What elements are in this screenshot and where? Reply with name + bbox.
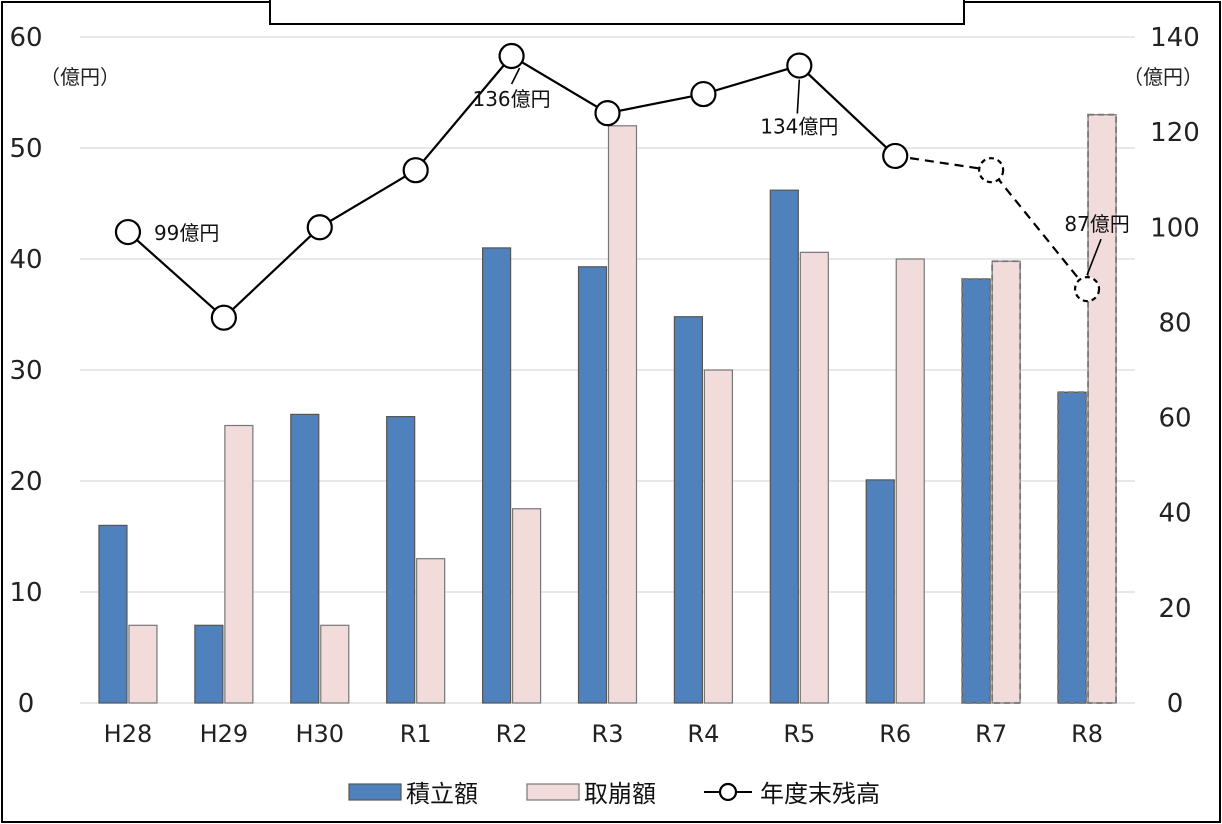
- bars: [98, 113, 1117, 704]
- bar-withdrawal: [703, 369, 734, 704]
- x-tick-label: R7: [975, 720, 1007, 748]
- bar-withdrawal: [224, 424, 254, 704]
- bar-withdrawal: [416, 558, 446, 704]
- left-tick-label: 0: [18, 689, 35, 719]
- balance-point: [1073, 276, 1101, 303]
- right-tick-label: 140: [1150, 23, 1200, 53]
- balance-point: [882, 142, 909, 170]
- bar-withdrawal: [1087, 114, 1117, 704]
- x-tick-label: H29: [200, 720, 249, 748]
- bar-reserve: [194, 624, 224, 704]
- left-tick-label: 10: [9, 578, 42, 608]
- right-tick-label: 0: [1167, 689, 1184, 719]
- right-axis-ticks: 0 20 40 60 80 100 120 140: [1150, 23, 1200, 719]
- legend-label-balance: 年度末残高: [760, 780, 880, 808]
- right-tick-label: 20: [1158, 594, 1191, 624]
- data-label: 136億円: [472, 87, 550, 111]
- bar-reserve: [98, 524, 128, 704]
- balance-point: [114, 218, 142, 246]
- balance-point: [498, 42, 525, 70]
- data-label-leader: [510, 67, 521, 85]
- gridlines: [80, 36, 1135, 704]
- legend: 積立額 取崩額 年度末残高: [348, 780, 880, 808]
- balance-point: [402, 157, 429, 184]
- left-tick-label: 20: [9, 467, 42, 497]
- x-tick-label: R2: [496, 720, 528, 748]
- bar-reserve-projected-outline: [1057, 391, 1087, 704]
- legend-label-withdrawal: 取崩額: [584, 780, 656, 808]
- bar-withdrawal: [511, 508, 542, 704]
- balance-line: [127, 54, 1088, 320]
- left-axis-ticks: 0 10 20 30 40 50 60: [9, 23, 42, 719]
- left-tick-label: 30: [9, 356, 42, 386]
- data-label: 99億円: [154, 221, 219, 245]
- x-tick-label: H30: [295, 720, 344, 748]
- bar-withdrawal: [895, 258, 925, 704]
- x-tick-label: R3: [592, 720, 624, 748]
- bar-reserve-projected-outline: [961, 278, 992, 704]
- legend-swatch-reserve: [348, 783, 402, 801]
- right-tick-label: 40: [1158, 499, 1191, 529]
- bar-withdrawal: [991, 260, 1021, 704]
- balance-point: [594, 100, 621, 127]
- left-tick-label: 50: [9, 134, 42, 164]
- bar-reserve: [1057, 391, 1087, 704]
- x-tick-label: H28: [104, 720, 153, 748]
- x-tick-label: R8: [1071, 720, 1103, 748]
- left-tick-label: 60: [9, 23, 42, 53]
- right-tick-label: 100: [1150, 213, 1200, 243]
- data-label-leader: [1086, 238, 1102, 276]
- balance-point: [978, 157, 1005, 184]
- title-box: [269, 0, 965, 25]
- balance-point: [210, 304, 237, 331]
- bar-reserve: [481, 247, 512, 704]
- bar-withdrawal: [320, 624, 350, 704]
- legend-swatch-withdrawal: [526, 783, 580, 801]
- bar-reserve: [961, 278, 991, 704]
- right-tick-label: 120: [1150, 118, 1200, 148]
- x-tick-label: R5: [783, 720, 815, 748]
- bar-reserve: [577, 266, 608, 704]
- bar-withdrawal-projected-outline: [991, 260, 1022, 704]
- balance-points: [114, 42, 1101, 331]
- bar-reserve: [865, 479, 895, 704]
- bar-withdrawal: [607, 125, 638, 704]
- x-tick-label: R1: [400, 720, 432, 748]
- legend-marker-balance: [718, 782, 738, 802]
- data-label-leader: [796, 79, 801, 114]
- data-labels: 99億円 136億円 134億円 87億円: [154, 67, 1130, 276]
- x-axis-ticks: H28 H29 H30 R1 R2 R3 R4 R5 R6 R7 R8: [104, 720, 1103, 748]
- right-tick-label: 80: [1158, 308, 1191, 338]
- right-tick-label: 60: [1158, 404, 1191, 434]
- legend-label-reserve: 積立額: [406, 780, 478, 808]
- right-axis-unit: （億円）: [1123, 65, 1203, 89]
- bar-reserve: [673, 316, 704, 704]
- balance-point: [306, 214, 333, 241]
- data-label: 134億円: [760, 115, 838, 139]
- left-tick-label: 40: [9, 245, 42, 275]
- bar-withdrawal-projected-outline: [1087, 113, 1117, 704]
- data-label: 87億円: [1064, 212, 1129, 236]
- x-tick-label: R6: [879, 720, 911, 748]
- left-axis-unit: （億円）: [40, 65, 120, 89]
- x-tick-label: R4: [687, 720, 719, 748]
- bar-reserve: [290, 413, 320, 704]
- bar-withdrawal: [128, 624, 158, 704]
- bar-reserve: [386, 416, 416, 704]
- bar-withdrawal: [799, 251, 829, 704]
- balance-point: [786, 52, 813, 79]
- balance-point: [690, 80, 717, 108]
- bar-reserve: [769, 189, 799, 704]
